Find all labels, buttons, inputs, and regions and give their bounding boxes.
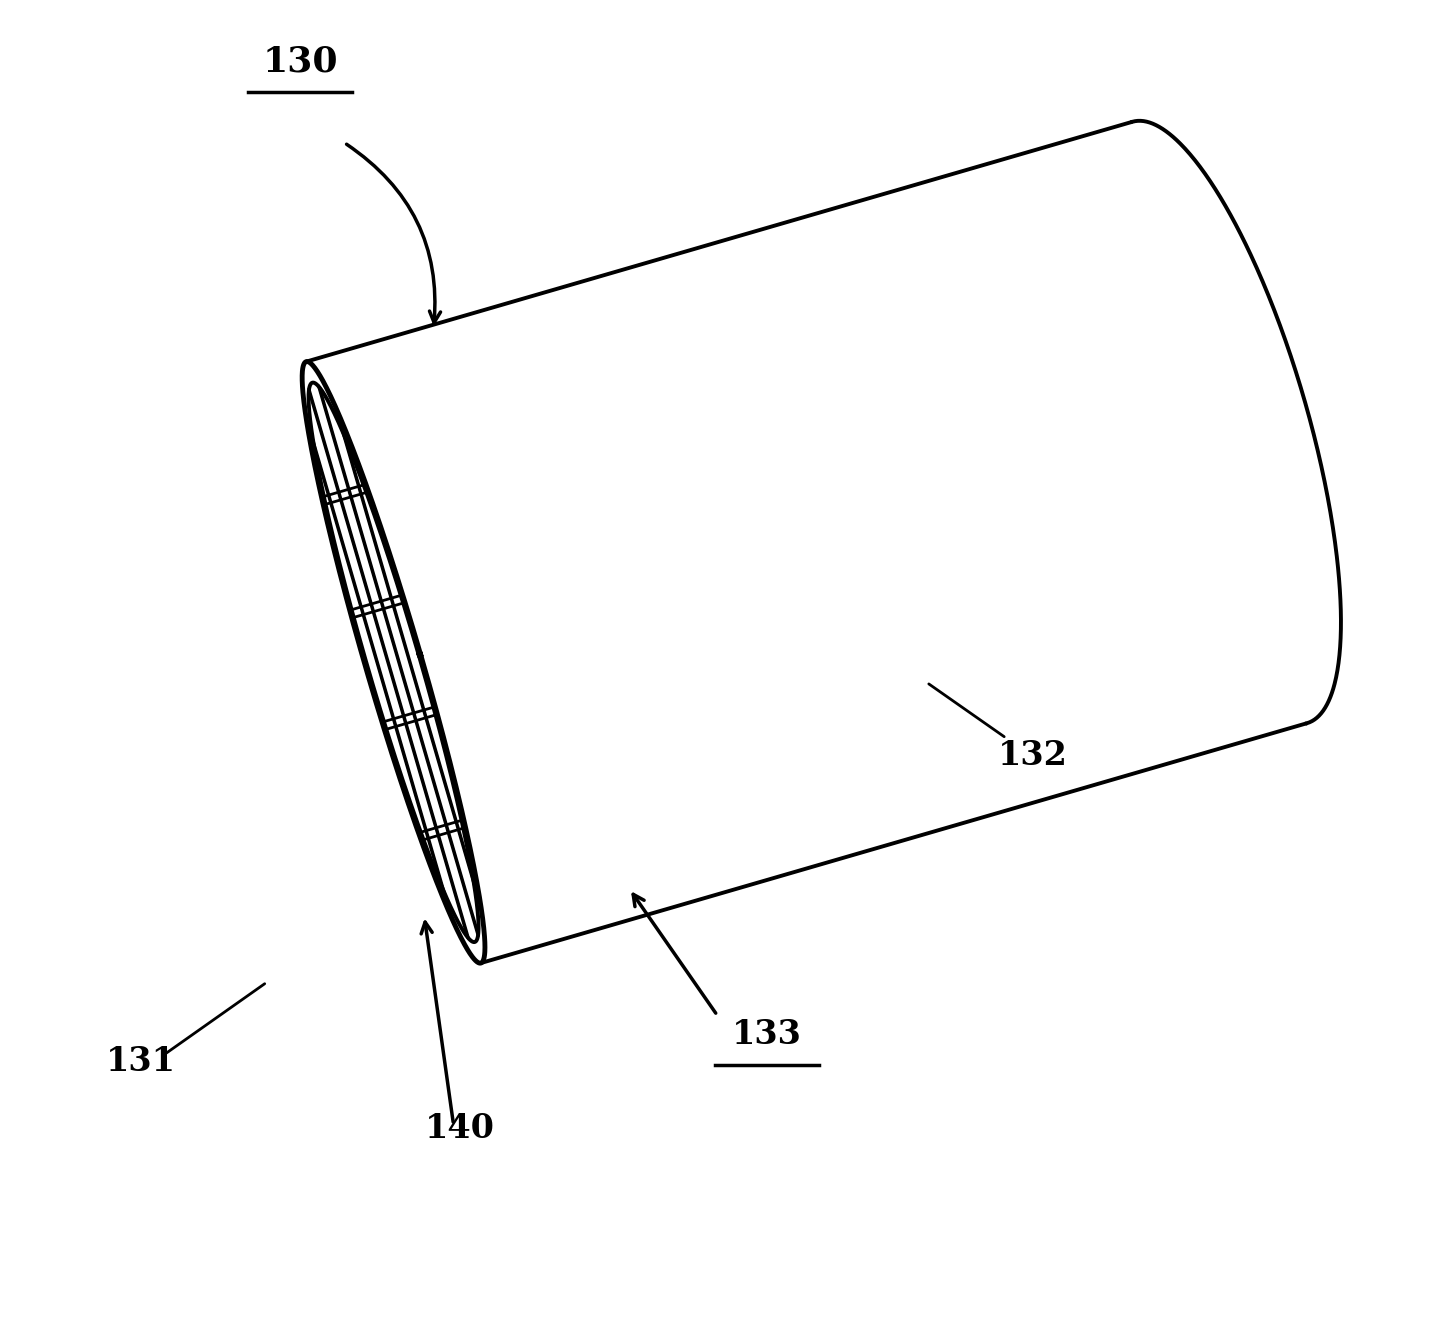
Text: 132: 132 [998,739,1068,772]
FancyArrowPatch shape [347,145,441,322]
Text: 130: 130 [262,44,338,79]
Text: 140: 140 [425,1112,495,1145]
FancyArrowPatch shape [634,894,716,1013]
FancyArrowPatch shape [420,922,454,1123]
Text: 131: 131 [105,1045,176,1078]
Text: 133: 133 [732,1018,802,1052]
